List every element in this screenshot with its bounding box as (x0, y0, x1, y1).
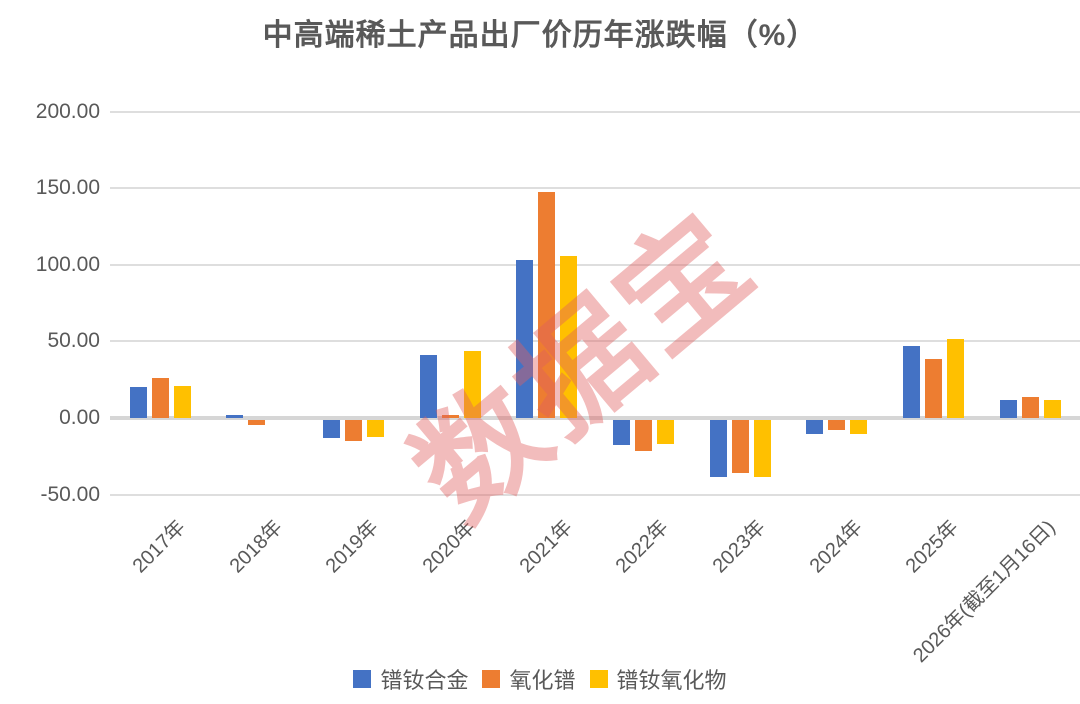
y-axis-tick-label: 150.00 (35, 176, 100, 200)
y-axis-tick-label: -50.00 (40, 482, 100, 506)
bar (1043, 399, 1061, 418)
bar (129, 387, 147, 418)
bar (441, 414, 459, 418)
gridline (110, 187, 1080, 190)
gridline (110, 340, 1080, 343)
bar (612, 420, 630, 446)
bar (322, 420, 340, 438)
x-axis-category-label: 2023年 (708, 516, 770, 578)
bar (516, 260, 534, 418)
y-axis-tick-label: 0.00 (59, 406, 100, 429)
bar (560, 256, 578, 418)
gridline (110, 263, 1080, 266)
bar (226, 414, 244, 418)
gridline (110, 416, 1080, 420)
bar (946, 339, 964, 418)
bar (656, 420, 674, 444)
gridline (110, 493, 1080, 496)
y-axis-tick-label: 200.00 (35, 99, 100, 123)
legend-item: 镨钕氧化物 (589, 663, 727, 695)
bar (634, 420, 652, 452)
chart-title: 中高端稀土产品出厂价历年涨跌幅（%） (262, 19, 818, 52)
bar (1021, 397, 1039, 418)
legend-label: 镨钕合金 (380, 668, 469, 693)
bar (538, 192, 556, 418)
x-axis-category-label: 2020年 (418, 516, 480, 578)
bar (850, 420, 868, 434)
legend: 镨钕合金 氧化镨 镨钕氧化物 (0, 663, 1080, 695)
x-axis-category-label: 2017年 (128, 516, 190, 578)
bar (366, 420, 384, 437)
bar (924, 359, 942, 418)
x-axis-category-label: 2018年 (225, 516, 287, 578)
gridline (110, 110, 1080, 113)
x-axis-category-label: 2025年 (901, 516, 964, 578)
x-axis-category-label: 2019年 (321, 516, 384, 578)
legend-swatch (589, 670, 608, 688)
x-axis-category-label: 2022年 (611, 516, 674, 578)
bar (151, 378, 169, 418)
bar (731, 420, 749, 473)
legend-swatch (353, 670, 372, 688)
bar (709, 420, 727, 477)
bar (753, 420, 771, 477)
legend-swatch (482, 670, 501, 688)
bar (463, 350, 481, 418)
bar (419, 355, 437, 418)
legend-item: 氧化镨 (482, 663, 576, 695)
bar (902, 345, 920, 418)
legend-label: 氧化镨 (509, 668, 576, 693)
x-axis-category-label: 2024年 (805, 516, 867, 578)
bar (828, 420, 846, 430)
bar (806, 420, 824, 434)
bar (173, 385, 191, 418)
bar (248, 420, 266, 425)
legend-label: 镨钕氧化物 (616, 668, 727, 693)
bar (344, 420, 362, 442)
bar (999, 400, 1017, 418)
y-axis-tick-label: 50.00 (47, 329, 100, 353)
legend-item: 镨钕合金 (353, 663, 468, 695)
y-axis-tick-label: 100.00 (35, 252, 100, 276)
x-axis-category-label: 2021年 (515, 516, 577, 578)
